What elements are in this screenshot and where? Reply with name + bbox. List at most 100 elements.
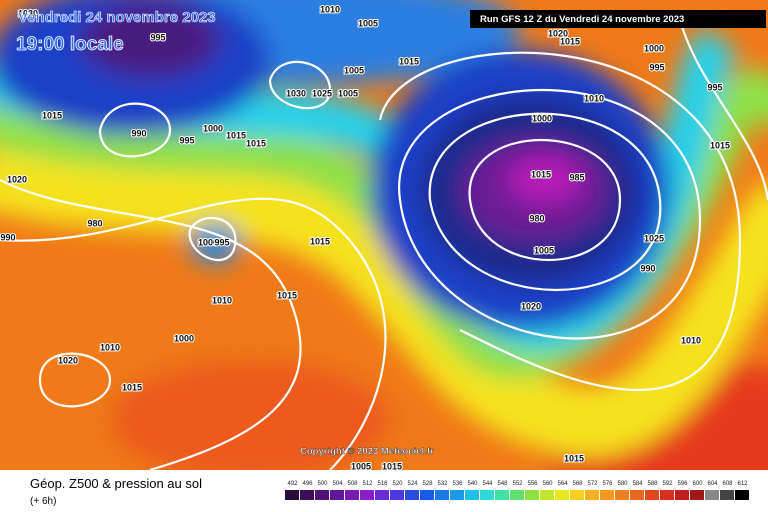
scale-swatch <box>600 490 614 500</box>
isobar-label: 1005 <box>338 88 358 98</box>
isobar-label: 995 <box>707 82 722 92</box>
isobar-label: 1000 <box>644 43 664 53</box>
scale-label: 528 <box>422 481 433 487</box>
isobar-label: 1015 <box>277 290 297 300</box>
isobar-label: 1000 <box>203 123 223 133</box>
scale-swatch <box>465 490 479 500</box>
scale-label: 548 <box>497 481 508 487</box>
scale-label: 552 <box>512 481 523 487</box>
isobar-label: 995 <box>214 237 229 247</box>
scale-label: 612 <box>737 481 748 487</box>
scale-label: 592 <box>662 481 673 487</box>
scale-label: 584 <box>632 481 643 487</box>
scale-swatch <box>390 490 404 500</box>
scale-label: 588 <box>647 481 658 487</box>
isobar-label: 985 <box>569 172 584 182</box>
scale-swatch <box>510 490 524 500</box>
isobar-label: 1010 <box>212 295 232 305</box>
scale-swatch <box>720 490 734 500</box>
isobar-label: 1005 <box>351 461 371 471</box>
isobar-label: 1000 <box>174 333 194 343</box>
isobar-label: 1010 <box>100 342 120 352</box>
scale-swatch <box>495 490 509 500</box>
isobar-label: 1010 <box>320 4 340 14</box>
isobar-label: 1010 <box>584 93 604 103</box>
isobar-label: 1025 <box>644 233 664 243</box>
color-scale: 492 496 500 504 508 512 516 520 524 528 532 536 540 5… <box>285 481 749 500</box>
scale-label: 492 <box>287 481 298 487</box>
scale-label: 536 <box>452 481 463 487</box>
scale-label: 608 <box>722 481 733 487</box>
scale-swatch <box>585 490 599 500</box>
scale-swatch <box>330 490 344 500</box>
scale-label: 600 <box>692 481 703 487</box>
isobar-label: 1015 <box>246 138 266 148</box>
scale-swatch <box>570 490 584 500</box>
isobar-label: 980 <box>529 213 544 223</box>
scale-label: 604 <box>707 481 718 487</box>
isobar-label: 1005 <box>358 18 378 28</box>
scale-swatch <box>705 490 719 500</box>
scale-swatch <box>345 490 359 500</box>
isobar-label: 990 <box>640 263 655 273</box>
scale-swatch <box>300 490 314 500</box>
isobar-label: 980 <box>87 218 102 228</box>
date-title: Vendredi 24 novembre 2023 <box>18 9 216 26</box>
isobar-label: 1030 <box>18 8 38 18</box>
footer-title: Géop. Z500 & pression au sol <box>30 476 202 491</box>
isobar-label: 1010 <box>681 335 701 345</box>
scale-swatch <box>450 490 464 500</box>
scale-label: 580 <box>617 481 628 487</box>
scale-label: 532 <box>437 481 448 487</box>
scale-label: 508 <box>347 481 358 487</box>
scale-swatch <box>360 490 374 500</box>
scale-swatch <box>435 490 449 500</box>
scale-label: 540 <box>467 481 478 487</box>
isobar-label: 1020 <box>58 355 78 365</box>
isobars <box>0 19 768 472</box>
scale-swatch <box>375 490 389 500</box>
time-title: 19:00 locale <box>16 34 124 55</box>
isobar-label: 1025 <box>312 88 332 98</box>
isobar-label: 1020 <box>548 28 568 38</box>
scale-swatch <box>615 490 629 500</box>
isobar-label: 995 <box>649 62 664 72</box>
isobar-label: 990 <box>0 232 15 242</box>
isobar-label: 1015 <box>531 169 551 179</box>
scale-label: 572 <box>587 481 598 487</box>
isobar-label: 1015 <box>122 382 142 392</box>
isobar-label: 1015 <box>226 130 246 140</box>
scale-label: 576 <box>602 481 613 487</box>
scale-swatch <box>420 490 434 500</box>
isobar-label: 1015 <box>42 110 62 120</box>
scale-swatch <box>480 490 494 500</box>
scale-swatch <box>285 490 299 500</box>
scale-swatch <box>630 490 644 500</box>
copyright: Copyright © 2023 Meteociel.fr <box>300 446 434 457</box>
scale-label: 500 <box>317 481 328 487</box>
isobar-label: 1030 <box>286 88 306 98</box>
isobar-label: 990 <box>131 128 146 138</box>
scale-swatch <box>675 490 689 500</box>
isobar-label: 1015 <box>399 56 419 66</box>
scale-swatch <box>690 490 704 500</box>
isobar-label: 1000 <box>532 113 552 123</box>
isobar-label: 1015 <box>382 461 402 471</box>
run-info: Run GFS 12 Z du Vendredi 24 novembre 202… <box>480 14 684 25</box>
run-box <box>470 10 766 28</box>
scale-label: 524 <box>407 481 418 487</box>
footer-lead: (+ 6h) <box>30 496 56 507</box>
scale-swatch <box>645 490 659 500</box>
isobar-label: 1020 <box>521 301 541 311</box>
isobar-label: 1015 <box>710 140 730 150</box>
isobar-label: 1000 <box>198 237 218 247</box>
isobar-label: 995 <box>179 135 194 145</box>
scale-swatch <box>540 490 554 500</box>
scale-swatch <box>735 490 749 500</box>
scale-label: 560 <box>542 481 553 487</box>
scale-label: 568 <box>572 481 583 487</box>
scale-label: 544 <box>482 481 493 487</box>
scale-swatch <box>405 490 419 500</box>
